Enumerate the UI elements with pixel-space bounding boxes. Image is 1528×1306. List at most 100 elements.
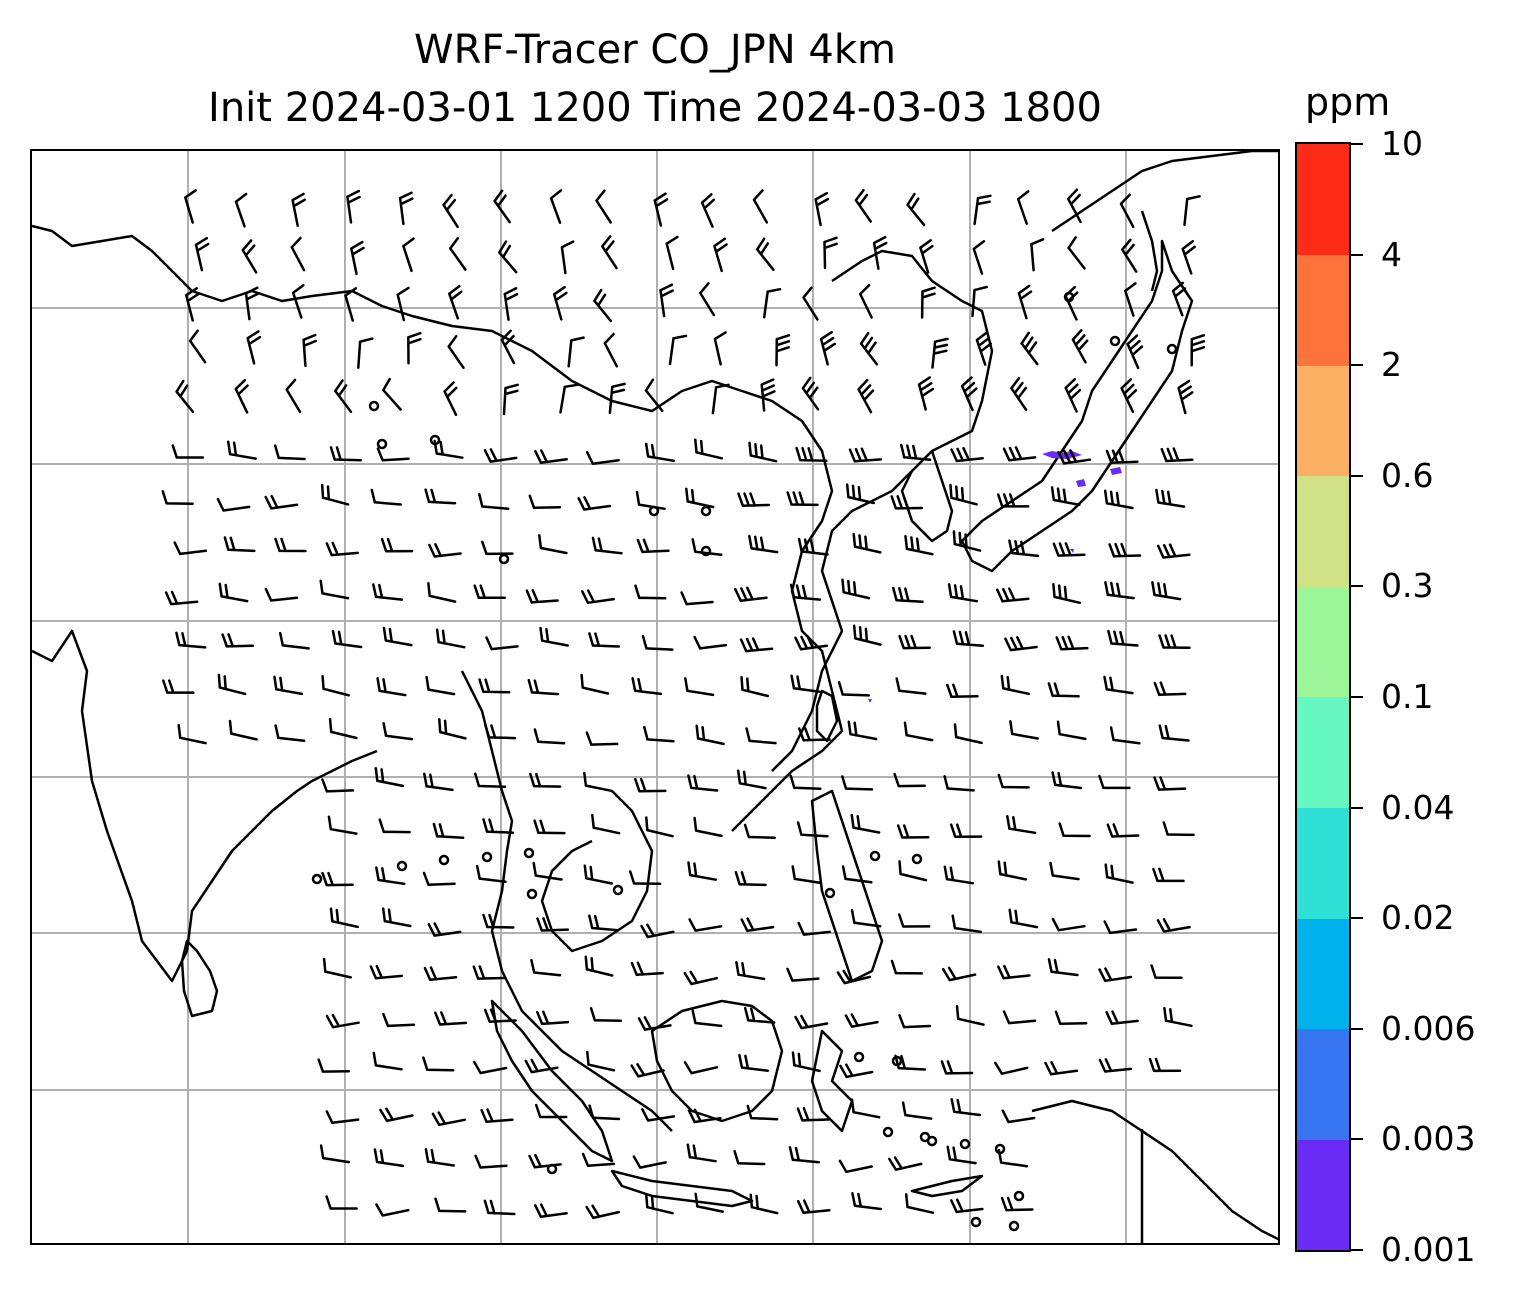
- wind-barb: [854, 188, 872, 223]
- wind-barb: [775, 334, 791, 367]
- wind-barb: [369, 964, 404, 980]
- wind-barb: [644, 442, 676, 463]
- wind-barb: [264, 587, 299, 602]
- wind-barb: [581, 1152, 616, 1167]
- wind-barb: [644, 1193, 674, 1215]
- wind-barb: [643, 725, 675, 743]
- wind-barb: [920, 286, 936, 319]
- wind-barb: [1047, 682, 1080, 698]
- wind-barb: [278, 631, 310, 650]
- wind-barb: [493, 189, 511, 224]
- coastline-timor: [910, 1174, 984, 1198]
- wind-barb: [482, 818, 515, 834]
- wind-barb: [608, 382, 626, 414]
- wind-barb: [1103, 920, 1138, 935]
- wind-barb: [1008, 539, 1040, 558]
- map-panel[interactable]: [30, 149, 1280, 1245]
- calm-wind-marker: [311, 873, 323, 885]
- wind-barb: [273, 444, 306, 461]
- wind-barb: [431, 1111, 466, 1127]
- wind-barb: [580, 673, 610, 695]
- wind-barb: [407, 331, 422, 365]
- wind-barb: [423, 772, 454, 792]
- coastline-russia-east: [1051, 151, 1278, 233]
- wind-barb: [997, 964, 1031, 980]
- wind-barb: [819, 330, 836, 366]
- wind-barb: [972, 240, 986, 275]
- colorbar-segment: [1297, 807, 1349, 919]
- wind-barb: [475, 864, 507, 883]
- wind-barb: [850, 909, 882, 928]
- wind-barb: [848, 447, 883, 463]
- wind-barb: [372, 1051, 403, 1071]
- wind-barb: [789, 774, 822, 791]
- wind-barb: [473, 1060, 508, 1075]
- wind-barb: [184, 287, 200, 322]
- wind-barb: [317, 1058, 351, 1073]
- wind-barb: [1103, 675, 1134, 695]
- wind-barb: [687, 1108, 722, 1124]
- wind-barb: [737, 492, 771, 507]
- wind-barb: [1105, 449, 1139, 465]
- colorbar-tick: [1351, 585, 1363, 588]
- wind-barb: [975, 331, 993, 366]
- wind-barb: [950, 1198, 984, 1214]
- wind-barb: [630, 1063, 665, 1078]
- wind-barb: [560, 240, 575, 275]
- wind-barb: [1004, 636, 1038, 652]
- calm-wind-marker: [970, 1216, 982, 1228]
- wind-barb: [1109, 726, 1141, 745]
- wind-barb: [595, 189, 612, 224]
- chart-title-line2: Init 2024-03-01 1200 Time 2024-03-03 180…: [208, 85, 1102, 131]
- wind-barb: [683, 970, 718, 986]
- wind-barb: [291, 192, 306, 227]
- colorbar-tick: [1351, 364, 1363, 367]
- wind-barb: [427, 582, 457, 603]
- wind-barb: [586, 1050, 616, 1072]
- wind-barb: [786, 967, 820, 982]
- wind-barb: [474, 772, 507, 789]
- wind-barb: [814, 191, 830, 227]
- tracer-patch-taiwan: [868, 699, 872, 703]
- wind-barb: [1171, 281, 1187, 317]
- tracer-patch-japan-2: [1110, 467, 1122, 475]
- wind-barb: [484, 724, 517, 740]
- wind-barb: [1162, 821, 1195, 837]
- wind-barb: [603, 332, 619, 368]
- wind-barb: [1030, 238, 1045, 272]
- wind-barb: [478, 492, 510, 510]
- wind-barb: [743, 1006, 776, 1024]
- wind-barb: [851, 1192, 882, 1211]
- coastline-indochina: [460, 670, 673, 1132]
- colorbar-tick: [1351, 1138, 1363, 1141]
- coastline-sulawesi: [810, 1029, 854, 1133]
- colorbar-segment: [1297, 254, 1349, 366]
- wind-barb: [588, 914, 620, 932]
- wind-barb: [641, 1108, 676, 1122]
- wind-barb: [745, 727, 777, 745]
- wind-barb: [859, 331, 879, 366]
- wind-barb: [1148, 1057, 1182, 1073]
- wind-barb: [329, 907, 359, 929]
- colorbar-tick-label: 0.02: [1381, 898, 1455, 938]
- wind-barb: [1108, 542, 1142, 558]
- wind-barb: [847, 720, 878, 741]
- wind-barb: [1107, 629, 1139, 647]
- wind-barb: [481, 540, 514, 556]
- coastline-china-east: [771, 249, 994, 772]
- wind-barb: [796, 1107, 830, 1122]
- wind-barb: [188, 329, 207, 364]
- wind-barb: [601, 235, 618, 270]
- wind-barb: [177, 724, 207, 745]
- calm-wind-marker: [523, 847, 535, 859]
- wind-barb: [631, 677, 663, 696]
- wind-barb: [946, 1145, 977, 1165]
- wind-barb: [529, 772, 562, 788]
- wind-barb: [246, 330, 262, 365]
- wind-barb: [321, 674, 350, 697]
- wind-barb: [837, 681, 870, 697]
- wind-barb: [585, 1204, 620, 1220]
- colorbar-tick-label: 0.001: [1381, 1230, 1476, 1269]
- calm-wind-marker: [700, 545, 712, 557]
- wind-barb: [898, 1014, 932, 1029]
